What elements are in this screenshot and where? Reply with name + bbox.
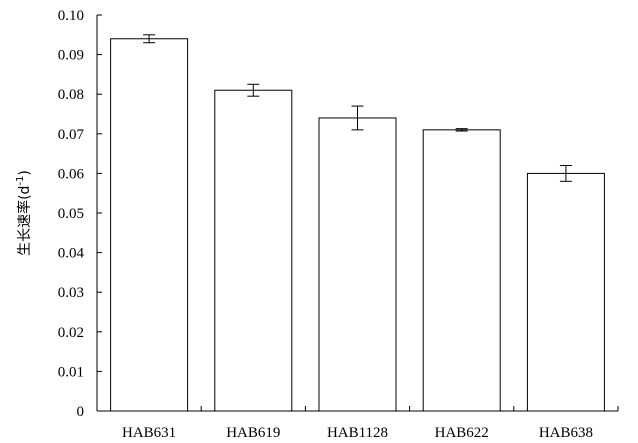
y-tick-label: 0.05 xyxy=(58,206,84,222)
x-tick-label-hab638: HAB638 xyxy=(539,425,593,441)
y-tick-label: 0.06 xyxy=(58,166,85,182)
y-tick-label: 0.01 xyxy=(58,364,84,380)
error-bar-hab622 xyxy=(455,128,468,132)
x-tick-label-hab1128: HAB1128 xyxy=(327,425,388,441)
y-tick-label: 0.09 xyxy=(58,48,84,64)
bar-hab622 xyxy=(422,129,501,412)
error-bar-hab619 xyxy=(247,83,260,97)
error-bars xyxy=(143,34,572,182)
y-tick-label: 0.02 xyxy=(58,325,84,341)
y-axis-label: 生长速率(d-1) xyxy=(15,170,33,256)
y-tick-label: 0 xyxy=(77,404,85,420)
y-axis-label-close: ) xyxy=(17,170,33,175)
y-tick-label: 0.10 xyxy=(58,8,84,24)
error-bar-hab638 xyxy=(559,164,572,182)
y-axis-ticks xyxy=(97,14,102,412)
x-tick-labels: HAB631 HAB619 HAB1128 HAB622 HAB638 xyxy=(122,425,593,441)
bars xyxy=(110,38,605,412)
error-bar-hab631 xyxy=(143,34,156,44)
y-tick-label: 0.08 xyxy=(58,87,84,103)
y-axis-label-main: 生长速率(d xyxy=(16,186,33,256)
bar-hab619 xyxy=(214,89,293,412)
y-tick-label: 0.04 xyxy=(58,246,85,262)
y-tick-labels: 0 0.01 0.02 0.03 0.04 0.05 0.06 0.07 0.08 0.09 0.1… xyxy=(58,8,85,420)
x-tick-label-hab631: HAB631 xyxy=(122,425,176,441)
bar-hab638 xyxy=(526,172,605,412)
x-tick-label-hab622: HAB622 xyxy=(435,425,489,441)
x-tick-label-hab619: HAB619 xyxy=(226,425,280,441)
y-tick-label: 0.03 xyxy=(58,285,84,301)
bar-hab1128 xyxy=(318,117,397,412)
error-bar-hab1128 xyxy=(351,105,364,131)
bar-hab631 xyxy=(110,38,189,412)
y-axis-label-superscript: -1 xyxy=(15,176,26,186)
y-tick-label: 0.07 xyxy=(58,127,85,143)
